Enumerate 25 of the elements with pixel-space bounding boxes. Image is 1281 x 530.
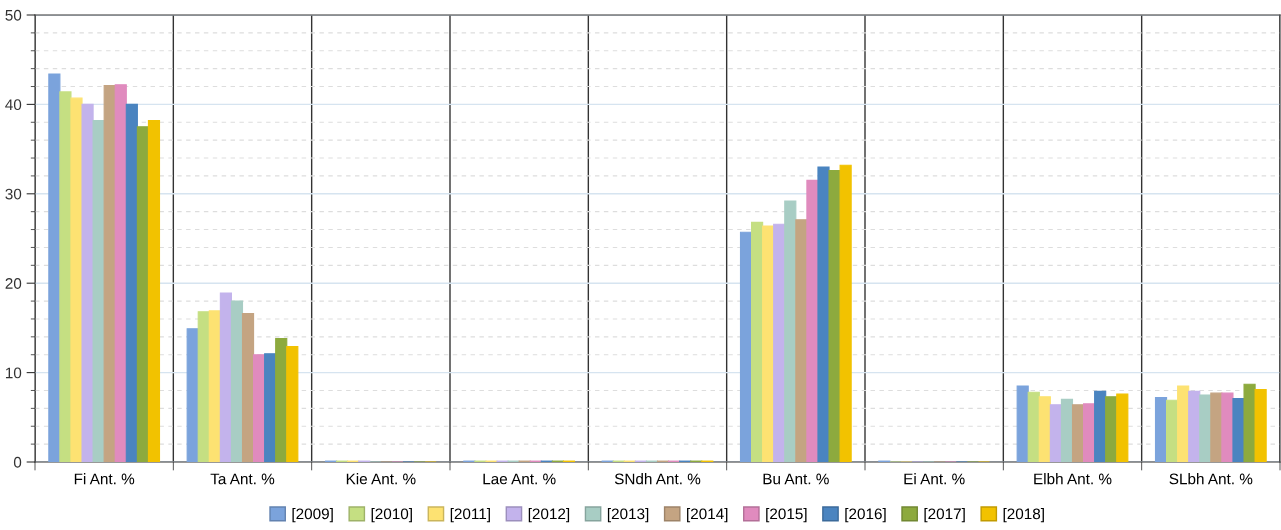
legend-label: [2018] (1003, 508, 1044, 523)
x-tick-label: Kie Ant. % (346, 473, 416, 485)
legend-label: [2017] (924, 508, 965, 523)
y-tick-label: 20 (5, 278, 22, 289)
x-tick-label: Lae Ant. % (483, 473, 556, 485)
legend-label: [2014] (687, 508, 728, 523)
legend-label: [2011] (450, 508, 490, 523)
x-tick-label: Bu Ant. % (763, 473, 829, 485)
x-tick-label: SLbh Ant. % (1169, 473, 1253, 485)
y-tick-label: 40 (5, 99, 22, 111)
y-tick-label: 10 (5, 367, 22, 379)
x-tick-label: Elbh Ant. % (1034, 473, 1112, 485)
y-tick-label: 50 (5, 9, 22, 21)
legend-label: [2013] (607, 508, 649, 523)
legend-label: [2012] (528, 508, 570, 523)
legend-label: [2016] (845, 508, 886, 523)
x-tick-label: Ta Ant. % (210, 473, 275, 485)
legend-label: [2009] (292, 508, 333, 523)
legend-label: [2015] (766, 508, 807, 523)
x-tick-label: SNdh Ant. % (614, 473, 701, 485)
x-tick-label: Ei Ant. % (904, 473, 965, 485)
y-tick-label: 30 (5, 188, 22, 200)
y-tick-label: 0 (13, 456, 22, 468)
x-tick-label: Fi Ant. % (74, 473, 135, 485)
legend-label: [2010] (371, 508, 412, 523)
